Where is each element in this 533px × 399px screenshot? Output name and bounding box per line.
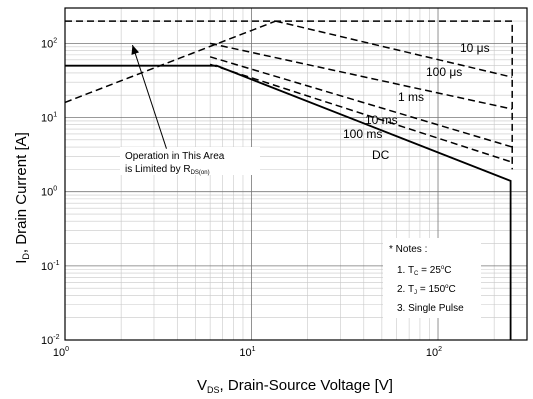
notes-box	[383, 238, 481, 318]
area-arrow	[131, 44, 167, 149]
label-10us: 10 μs	[460, 41, 490, 55]
tick-labels: 100 101 102 10-2 10-1 100 101 102	[41, 37, 442, 359]
label-1ms: 1 ms	[398, 90, 424, 104]
area-arrowhead	[131, 45, 140, 55]
note-single-pulse: 3. Single Pulse	[397, 303, 464, 314]
label-100us: 100 μs	[426, 65, 462, 79]
series-line-dc	[65, 64, 512, 340]
series-line-100-ms	[209, 63, 513, 163]
x-tick-label: 101	[239, 346, 255, 359]
y-tick-label: 102	[41, 37, 57, 50]
y-tick-label: 101	[41, 112, 57, 125]
series-line-100-s	[275, 20, 513, 78]
note-tj: 2. TJ = 150oC	[397, 284, 456, 296]
x-tick-label: 102	[426, 346, 442, 359]
curve-labels: 10 μs 100 μs 1 ms 10 ms 100 ms DC	[343, 41, 490, 162]
y-axis-label: ID, Drain Current [A]	[13, 132, 31, 264]
x-axis-label: VDS, Drain-Source Voltage [V]	[197, 377, 393, 395]
label-100ms: 100 ms	[343, 127, 382, 141]
area-note-background	[120, 147, 260, 175]
label-dc: DC	[372, 148, 390, 162]
note-tc: 1. TC = 25oC	[397, 265, 452, 277]
plot-frame	[64, 7, 528, 341]
area-note-line2: is Limited by RDS(on)	[125, 164, 210, 176]
y-tick-label: 10-2	[41, 334, 60, 347]
series-line-10-s	[65, 20, 513, 170]
series-line-1-ms	[209, 42, 513, 110]
x-tick-label: 100	[53, 346, 69, 359]
y-tick-label: 100	[41, 186, 57, 199]
series-line-rds-limit	[64, 20, 277, 104]
series-line-10-ms	[209, 56, 513, 148]
area-note-line1: Operation in This Area	[125, 151, 225, 162]
y-tick-label: 10-1	[41, 260, 60, 273]
curves	[64, 20, 513, 340]
notes-title: * Notes :	[389, 244, 427, 255]
label-10ms: 10 ms	[365, 113, 398, 127]
